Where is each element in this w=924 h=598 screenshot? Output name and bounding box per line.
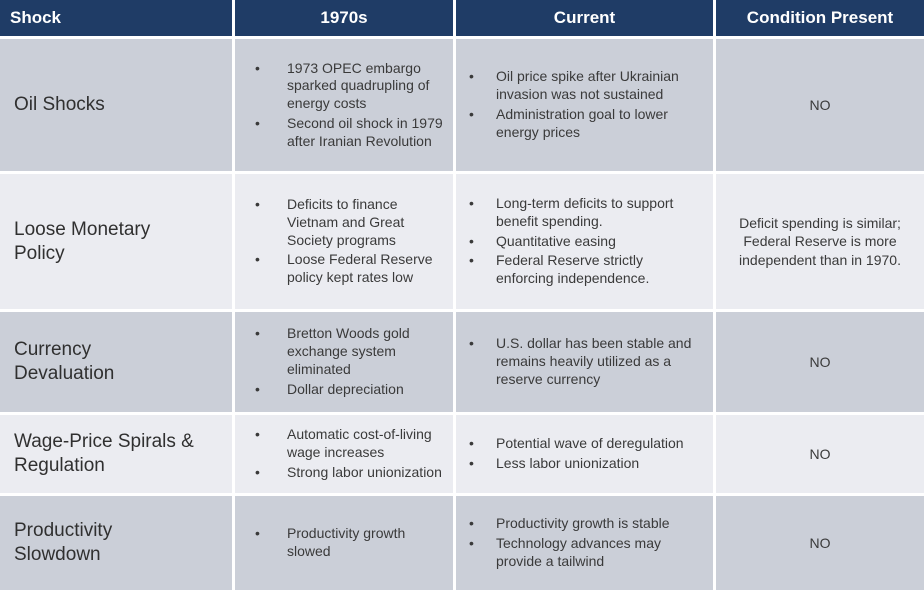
current-cell: Oil price spike after Ukrainian invasion…	[456, 39, 713, 171]
seventies-cell: Productivity growth slowed	[235, 496, 453, 590]
seventies-cell: Bretton Woods gold exchange system elimi…	[235, 312, 453, 412]
bullet-list: Deficits to finance Vietnam and Great So…	[235, 194, 453, 289]
col-header-shock: Shock	[0, 0, 232, 36]
bullet-list: 1973 OPEC embargo sparked quadrupling of…	[235, 58, 453, 153]
bullet-item: Potential wave of deregulation	[456, 435, 713, 453]
seventies-cell: Deficits to finance Vietnam and Great So…	[235, 174, 453, 309]
shock-cell: Oil Shocks	[0, 39, 232, 171]
bullet-item: Loose Federal Reserve policy kept rates …	[235, 251, 453, 287]
table-body: Oil Shocks 1973 OPEC embargo sparked quad…	[0, 39, 924, 590]
condition-text: Deficit spending is similar; Federal Res…	[739, 215, 901, 268]
condition-cell: NO	[716, 496, 924, 590]
shock-label: Currency Devaluation	[14, 339, 115, 384]
col-header-1970s: 1970s	[235, 0, 453, 36]
bullet-list: Automatic cost-of-living wage increases S…	[235, 424, 453, 483]
table-row: Oil Shocks 1973 OPEC embargo sparked quad…	[0, 39, 924, 171]
bullet-item: Strong labor unionization	[235, 464, 453, 482]
table-row: Productivity Slowdown Productivity growth…	[0, 496, 924, 590]
current-cell: Potential wave of deregulation Less labor…	[456, 415, 713, 493]
condition-text: NO	[809, 445, 831, 462]
bullet-list: Productivity growth is stable Technology …	[456, 513, 713, 572]
seventies-cell: 1973 OPEC embargo sparked quadrupling of…	[235, 39, 453, 171]
bullet-item: Second oil shock in 1979 after Iranian R…	[235, 115, 453, 151]
shock-cell: Loose Monetary Policy	[0, 174, 232, 309]
table-row: Wage-Price Spirals & Regulation Automatic…	[0, 415, 924, 493]
bullet-list: Long-term deficits to support benefit sp…	[456, 193, 713, 290]
bullet-list: Oil price spike after Ukrainian invasion…	[456, 66, 713, 143]
bullet-item: Long-term deficits to support benefit sp…	[456, 195, 713, 231]
table-header-row: Shock 1970s Current Condition Present	[0, 0, 924, 36]
bullet-item: Federal Reserve strictly enforcing indep…	[456, 252, 713, 288]
condition-cell: Deficit spending is similar; Federal Res…	[716, 174, 924, 309]
current-cell: Long-term deficits to support benefit sp…	[456, 174, 713, 309]
current-cell: Productivity growth is stable Technology …	[456, 496, 713, 590]
shock-label: Wage-Price Spirals & Regulation	[14, 431, 194, 476]
condition-text: NO	[809, 534, 831, 551]
bullet-item: 1973 OPEC embargo sparked quadrupling of…	[235, 60, 453, 113]
bullet-item: Less labor unionization	[456, 455, 713, 473]
table-row: Currency Devaluation Bretton Woods gold e…	[0, 312, 924, 412]
bullet-item: Productivity growth slowed	[235, 525, 453, 561]
current-cell: U.S. dollar has been stable and remains …	[456, 312, 713, 412]
bullet-item: Deficits to finance Vietnam and Great So…	[235, 196, 453, 249]
bullet-item: Administration goal to lower energy pric…	[456, 106, 713, 142]
condition-cell: NO	[716, 415, 924, 493]
seventies-cell: Automatic cost-of-living wage increases S…	[235, 415, 453, 493]
bullet-item: Dollar depreciation	[235, 381, 453, 399]
bullet-list: U.S. dollar has been stable and remains …	[456, 333, 713, 390]
col-header-condition-present: Condition Present	[716, 0, 924, 36]
bullet-item: Oil price spike after Ukrainian invasion…	[456, 68, 713, 104]
bullet-item: Automatic cost-of-living wage increases	[235, 426, 453, 462]
shock-label: Productivity Slowdown	[14, 520, 113, 565]
shock-label: Loose Monetary Policy	[14, 218, 151, 264]
shock-cell: Productivity Slowdown	[0, 496, 232, 590]
shock-cell: Wage-Price Spirals & Regulation	[0, 415, 232, 493]
bullet-item: U.S. dollar has been stable and remains …	[456, 335, 713, 388]
bullet-list: Productivity growth slowed	[235, 523, 453, 563]
col-header-current: Current	[456, 0, 713, 36]
bullet-list: Potential wave of deregulation Less labor…	[456, 433, 713, 475]
bullet-item: Quantitative easing	[456, 233, 713, 251]
bullet-list: Bretton Woods gold exchange system elimi…	[235, 323, 453, 400]
condition-cell: NO	[716, 312, 924, 412]
condition-text: NO	[809, 96, 831, 113]
shock-label: Oil Shocks	[14, 94, 105, 116]
bullet-item: Bretton Woods gold exchange system elimi…	[235, 325, 453, 378]
bullet-item: Productivity growth is stable	[456, 515, 713, 533]
condition-cell: NO	[716, 39, 924, 171]
shock-cell: Currency Devaluation	[0, 312, 232, 412]
table-row: Loose Monetary Policy Deficits to finance…	[0, 174, 924, 309]
bullet-item: Technology advances may provide a tailwi…	[456, 535, 713, 571]
condition-text: NO	[809, 353, 831, 370]
